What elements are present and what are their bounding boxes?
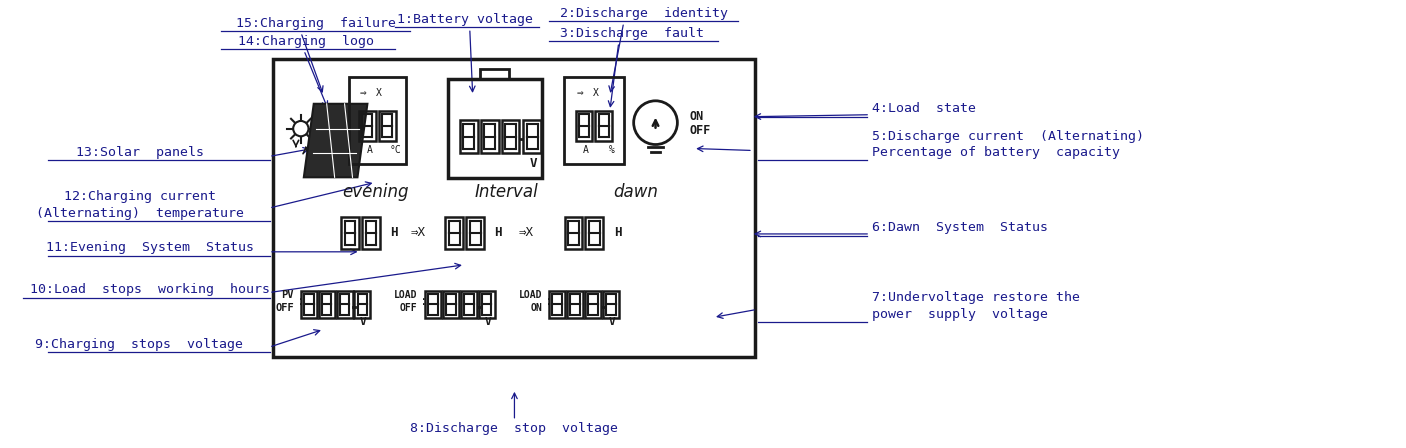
Bar: [479, 69, 509, 79]
Bar: [565, 217, 582, 249]
Bar: [585, 291, 600, 319]
Text: V: V: [530, 157, 537, 170]
Bar: [449, 79, 543, 178]
Text: evening: evening: [342, 183, 409, 201]
Bar: [446, 217, 464, 249]
Text: LOAD: LOAD: [394, 289, 418, 300]
Bar: [354, 291, 370, 319]
Bar: [319, 291, 335, 319]
Bar: [595, 111, 612, 141]
Text: 9:Charging  stops  voltage: 9:Charging stops voltage: [35, 338, 243, 351]
Text: V: V: [360, 317, 367, 327]
Bar: [359, 111, 375, 141]
Text: 14:Charging  logo: 14:Charging logo: [238, 34, 374, 47]
Text: 11:Evening  System  Status: 11:Evening System Status: [46, 241, 254, 254]
Text: LOAD: LOAD: [519, 289, 543, 300]
Text: A: A: [367, 146, 373, 155]
Text: 10:Load  stops  working  hours: 10:Load stops working hours: [30, 283, 270, 296]
Text: OFF: OFF: [276, 303, 294, 314]
Text: Interval: Interval: [475, 183, 538, 201]
Text: ON: ON: [689, 110, 703, 123]
Text: Percentage of battery  capacity: Percentage of battery capacity: [872, 146, 1121, 159]
Text: 3:Discharge  fault: 3:Discharge fault: [560, 27, 703, 40]
Bar: [481, 120, 499, 154]
Bar: [378, 111, 395, 141]
Text: power  supply  voltage: power supply voltage: [872, 308, 1047, 321]
Text: H: H: [614, 226, 621, 239]
Text: 6:Dawn  System  Status: 6:Dawn System Status: [872, 221, 1047, 234]
Text: 13:Solar  panels: 13:Solar panels: [76, 146, 204, 159]
Bar: [603, 291, 619, 319]
Bar: [523, 120, 541, 154]
Text: X: X: [377, 88, 382, 98]
Text: 7:Undervoltage restore the: 7:Undervoltage restore the: [872, 291, 1080, 304]
Text: PV: PV: [281, 289, 294, 300]
Bar: [467, 217, 484, 249]
Bar: [342, 217, 359, 249]
Text: ⇒: ⇒: [576, 88, 583, 98]
Text: 4:Load  state: 4:Load state: [872, 102, 976, 115]
Bar: [361, 217, 380, 249]
Bar: [349, 77, 406, 164]
Bar: [567, 291, 583, 319]
Text: H: H: [495, 226, 502, 239]
Text: OFF: OFF: [399, 303, 418, 314]
Text: ⇒X: ⇒X: [411, 226, 426, 239]
Bar: [443, 291, 458, 319]
Polygon shape: [304, 104, 367, 177]
Bar: [461, 291, 477, 319]
Text: :: :: [546, 295, 553, 308]
Text: OFF: OFF: [689, 124, 710, 137]
Text: 12:Charging current: 12:Charging current: [63, 190, 217, 202]
Text: ⇒: ⇒: [360, 88, 367, 98]
Text: °C: °C: [389, 146, 401, 155]
Text: 1:Battery voltage: 1:Battery voltage: [396, 13, 533, 26]
Text: :: :: [297, 295, 304, 308]
Text: 2:Discharge  identity: 2:Discharge identity: [560, 7, 727, 20]
Text: :: :: [420, 295, 427, 308]
Text: X: X: [593, 88, 599, 98]
Bar: [273, 59, 755, 357]
Bar: [575, 111, 592, 141]
Text: %: %: [609, 146, 614, 155]
Bar: [460, 120, 478, 154]
Bar: [478, 291, 495, 319]
Text: 15:Charging  failure: 15:Charging failure: [236, 17, 395, 30]
Text: 8:Discharge  stop  voltage: 8:Discharge stop voltage: [411, 422, 619, 435]
Text: (Alternating)  temperature: (Alternating) temperature: [37, 207, 243, 220]
Bar: [301, 291, 316, 319]
Bar: [585, 217, 603, 249]
Bar: [336, 291, 353, 319]
Text: 5:Discharge current  (Alternating): 5:Discharge current (Alternating): [872, 130, 1144, 143]
Bar: [550, 291, 565, 319]
Text: V: V: [484, 317, 491, 327]
Text: dawn: dawn: [613, 183, 658, 201]
Text: A: A: [583, 146, 589, 155]
Text: ON: ON: [530, 303, 543, 314]
Bar: [425, 291, 441, 319]
Bar: [502, 120, 519, 154]
Text: H: H: [391, 226, 398, 239]
Text: V: V: [609, 317, 616, 327]
Bar: [564, 77, 624, 164]
Text: ⇒X: ⇒X: [519, 226, 534, 239]
